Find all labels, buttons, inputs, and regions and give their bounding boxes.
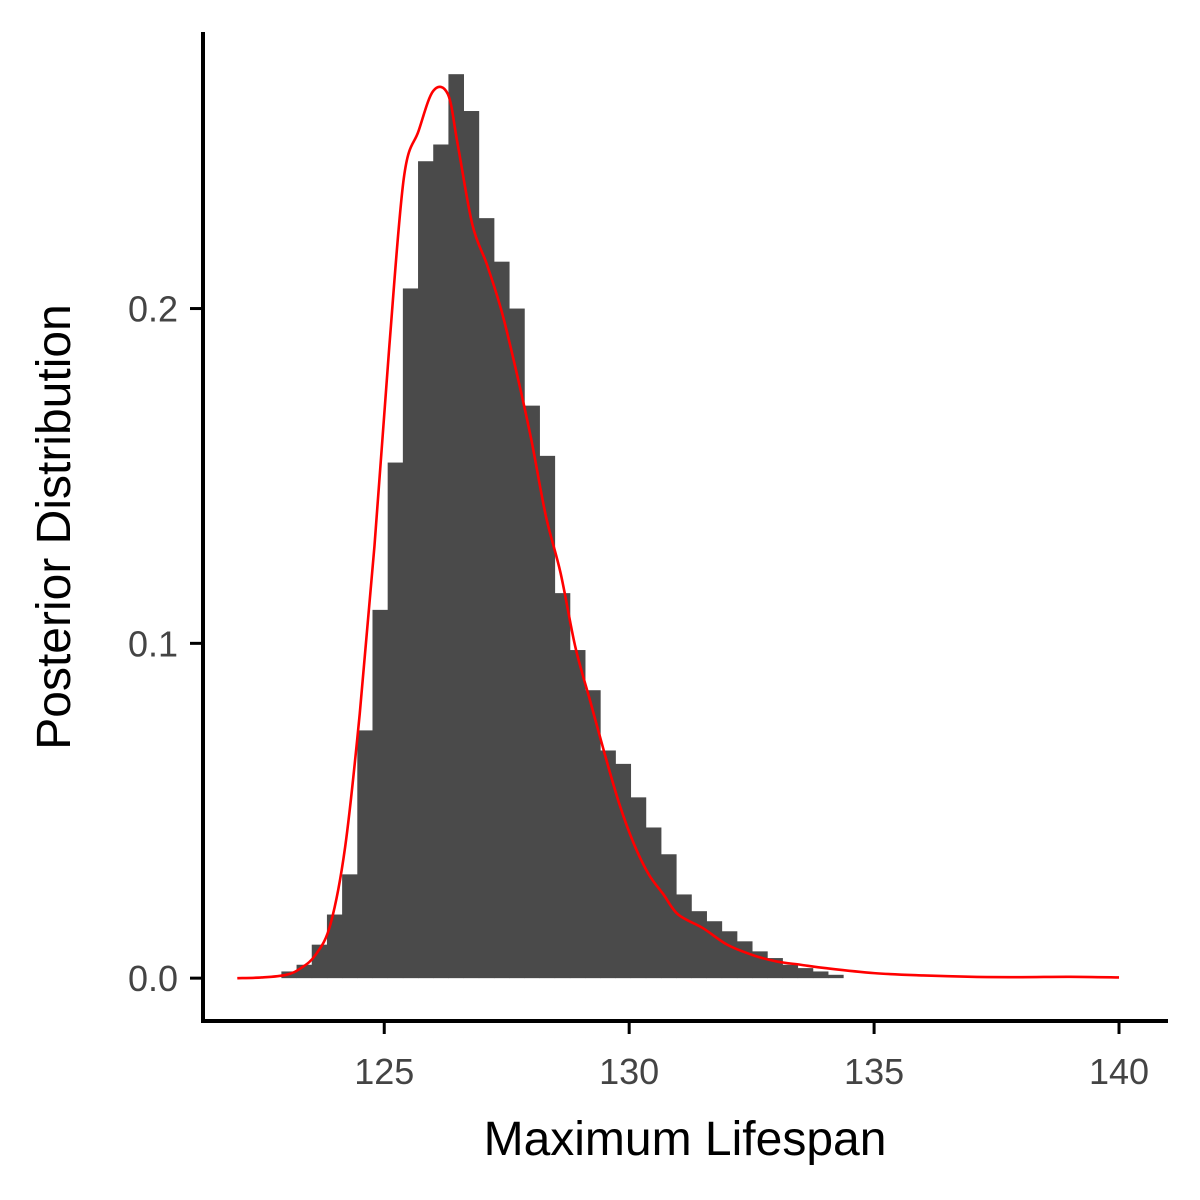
histogram-bar (812, 971, 829, 979)
density-curve (237, 85, 1120, 980)
x-tick-label: 125 (354, 1051, 414, 1092)
histogram-bar (493, 261, 510, 979)
histogram-bar (326, 914, 343, 979)
histogram-bar (721, 931, 738, 979)
histogram-bar (463, 111, 480, 979)
x-tick-label: 135 (844, 1051, 904, 1092)
x-axis-title: Maximum Lifespan (484, 1113, 887, 1166)
y-tick-label: 0.1 (128, 623, 178, 664)
histogram-bar (661, 854, 677, 979)
histogram-bar (448, 74, 464, 979)
histogram-bar (585, 690, 601, 979)
histogram-bar (372, 609, 389, 979)
histogram-bar (706, 921, 723, 979)
histogram-bar (797, 968, 814, 979)
histogram-bar (569, 650, 586, 979)
histogram-bar (539, 455, 556, 979)
x-tick-label: 140 (1089, 1051, 1149, 1092)
x-axis-ticks: 125 130 135 140 (354, 1021, 1149, 1092)
x-tick-label: 130 (599, 1051, 659, 1092)
histogram-bar (509, 308, 525, 979)
histogram-bar (630, 797, 647, 979)
histogram-bar (782, 964, 799, 979)
histogram-bar (433, 144, 449, 979)
histogram-bar (615, 763, 632, 979)
histogram-bar (524, 405, 540, 979)
y-tick-label: 0.2 (128, 289, 178, 330)
histogram-bar (600, 750, 616, 979)
histogram-bar (554, 593, 571, 979)
histogram-bar (645, 827, 662, 979)
histogram-bars (281, 74, 844, 979)
histogram-bar (387, 462, 404, 979)
y-axis-title: Posterior Distribution (28, 304, 81, 750)
histogram-bar (676, 894, 692, 979)
histogram-bar (691, 911, 707, 979)
y-axis-ticks: 0.0 0.1 0.2 (128, 289, 203, 999)
histogram-bar (828, 974, 844, 979)
histogram-bar (418, 161, 434, 979)
histogram-bar (357, 730, 373, 979)
histogram-bar (342, 874, 358, 979)
y-tick-label: 0.0 (128, 958, 178, 999)
histogram-bar (736, 941, 753, 979)
histogram-bar (402, 288, 419, 979)
histogram-bar (478, 218, 495, 979)
